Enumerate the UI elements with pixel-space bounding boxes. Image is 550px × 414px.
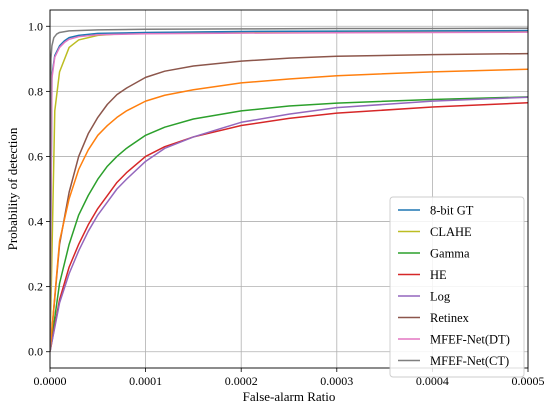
legend: 8-bit GT CLAHE Gamma HE Log Retinex MFEF-Net(D… [389, 196, 525, 378]
x-tick-label: 0.0005 [512, 374, 545, 388]
legend-label: CLAHE [430, 225, 472, 239]
series-line-he [50, 102, 528, 352]
series-line-gamma [50, 96, 528, 352]
y-tick-label: 0.6 [28, 149, 43, 163]
legend-label: MFEF-Net(DT) [430, 333, 510, 347]
legend-label: MFEF-Net(CT) [430, 354, 509, 368]
series-lines [50, 27, 528, 352]
y-tick-label: 0.4 [28, 215, 43, 229]
series-line-mfef-net-dt [50, 31, 528, 352]
x-tick-label: 0.0004 [416, 374, 449, 388]
series-line-retinex [50, 52, 528, 352]
legend-label: 8-bit GT [430, 204, 474, 218]
x-axis-label: False-alarm Ratio [243, 389, 336, 404]
legend-label: Retinex [430, 311, 470, 325]
y-tick-label: 0.2 [28, 280, 43, 294]
x-tick-label: 0.0002 [225, 374, 258, 388]
axis-ticks: 0.0000 0.0001 0.0002 0.0003 0.0004 0.0005 0.0 0… [28, 19, 545, 388]
y-tick-label: 0.8 [28, 84, 43, 98]
y-tick-label: 0.0 [28, 345, 43, 359]
legend-label: Gamma [430, 247, 470, 261]
x-tick-label: 0.0001 [129, 374, 162, 388]
y-tick-label: 1.0 [28, 19, 43, 33]
plot-frame [49, 9, 529, 369]
y-axis-label: Probability of detection [5, 127, 20, 250]
series-line-log [50, 96, 528, 352]
legend-box [389, 196, 525, 378]
legend-label: Log [430, 290, 451, 304]
x-tick-label: 0.0000 [34, 374, 67, 388]
x-tick-label: 0.0003 [320, 374, 353, 388]
series-line-mfef-net-ct [50, 27, 528, 352]
legend-label: HE [430, 268, 447, 282]
series-line-extra [50, 68, 528, 352]
